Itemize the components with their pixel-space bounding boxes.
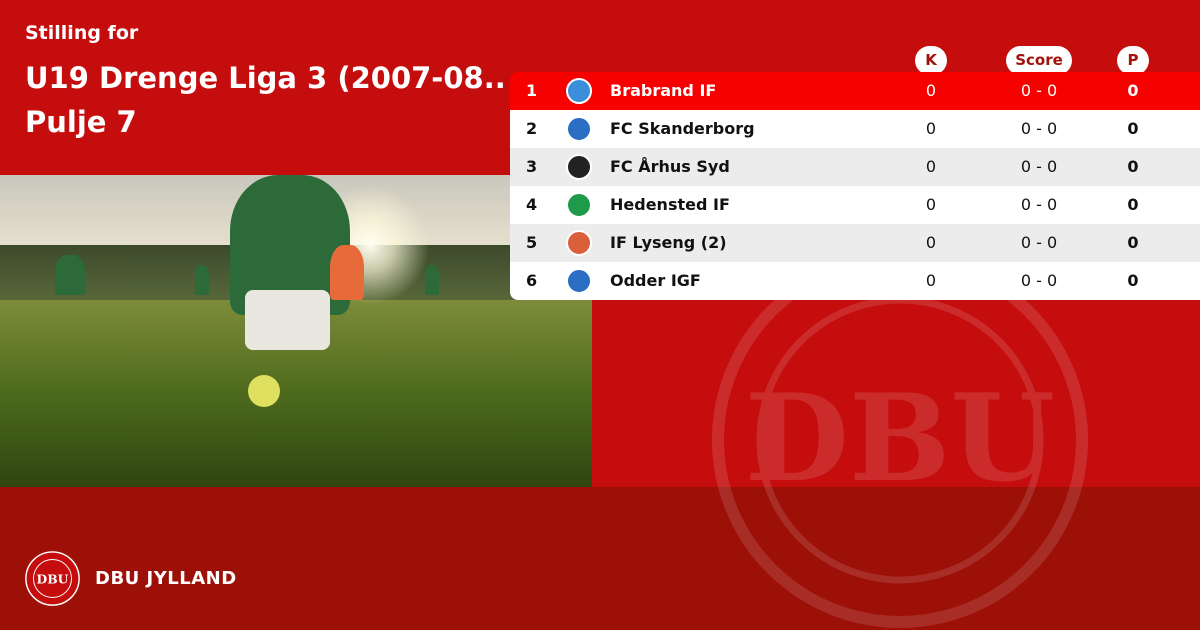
rank-cell: 3 [526, 157, 538, 176]
score-cell: 0 - 0 [1020, 119, 1058, 138]
k-cell: 0 [925, 81, 937, 100]
rank-cell: 2 [526, 119, 538, 138]
team-logo-icon [566, 154, 592, 180]
team-name: FC Skanderborg [610, 119, 755, 138]
k-cell: 0 [925, 119, 937, 138]
points-cell: 0 [1127, 195, 1139, 214]
title-league: U19 Drenge Liga 3 (2007-08.. [25, 61, 505, 95]
points-cell: 0 [1127, 233, 1139, 252]
k-cell: 0 [925, 271, 937, 290]
points-cell: 0 [1127, 81, 1139, 100]
score-cell: 0 - 0 [1020, 81, 1058, 100]
column-header-score: Score [1006, 46, 1072, 75]
title-group: Pulje 7 [25, 105, 137, 139]
team-logo-icon [566, 78, 592, 104]
k-cell: 0 [925, 157, 937, 176]
team-logo-icon [566, 268, 592, 294]
svg-text:DBU: DBU [745, 368, 1055, 509]
team-logo-icon [566, 230, 592, 256]
table-row[interactable]: 1 Brabrand IF 0 0 - 0 0 [510, 72, 1200, 110]
team-name: FC Århus Syd [610, 157, 730, 176]
table-row[interactable]: 4 Hedensted IF 0 0 - 0 0 [510, 186, 1200, 224]
points-cell: 0 [1127, 157, 1139, 176]
k-cell: 0 [925, 195, 937, 214]
team-name: Hedensted IF [610, 195, 730, 214]
team-logo-icon [566, 116, 592, 142]
column-header-p: P [1117, 46, 1149, 75]
rank-cell: 1 [526, 81, 538, 100]
k-cell: 0 [925, 233, 937, 252]
rank-cell: 5 [526, 233, 538, 252]
score-cell: 0 - 0 [1020, 195, 1058, 214]
points-cell: 0 [1127, 119, 1139, 138]
subtitle: Stilling for [25, 22, 139, 44]
footer-band [0, 487, 1200, 630]
dbu-logo: DBU [25, 551, 80, 606]
rank-cell: 4 [526, 195, 538, 214]
table-row[interactable]: 6 Odder IGF 0 0 - 0 0 [510, 262, 1200, 300]
table-row[interactable]: 5 IF Lyseng (2) 0 0 - 0 0 [510, 224, 1200, 262]
team-name: IF Lyseng (2) [610, 233, 727, 252]
team-name: Odder IGF [610, 271, 701, 290]
table-row[interactable]: 2 FC Skanderborg 0 0 - 0 0 [510, 110, 1200, 148]
dbu-watermark-icon: DBU [712, 252, 1088, 628]
score-cell: 0 - 0 [1020, 233, 1058, 252]
svg-text:DBU: DBU [37, 571, 69, 586]
rank-cell: 6 [526, 271, 538, 290]
points-cell: 0 [1127, 271, 1139, 290]
table-row[interactable]: 3 FC Århus Syd 0 0 - 0 0 [510, 148, 1200, 186]
hero-photo [0, 175, 592, 487]
team-name: Brabrand IF [610, 81, 717, 100]
column-header-k: K [915, 46, 947, 75]
score-cell: 0 - 0 [1020, 271, 1058, 290]
team-logo-icon [566, 192, 592, 218]
score-cell: 0 - 0 [1020, 157, 1058, 176]
org-name: DBU JYLLAND [95, 568, 237, 589]
standings-table: 1 Brabrand IF 0 0 - 0 0 2 FC Skanderborg 0 0 - 0… [510, 72, 1200, 300]
page-title: U19 Drenge Liga 3 (2007-08.. Pulje 7 [25, 56, 505, 144]
